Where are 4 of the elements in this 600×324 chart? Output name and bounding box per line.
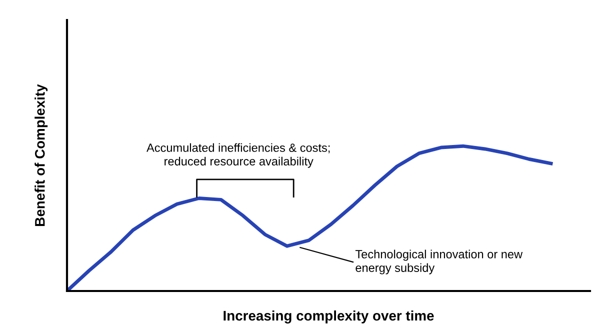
x-axis-title: Increasing complexity over time: [224, 310, 434, 324]
annotation: Accumulated inefficiencies & costs; reduced resource availability: [146, 143, 330, 168]
annotation: Technological innovation or new energy subsidy: [355, 250, 523, 274]
y-axis-title: Benefit of Complexity: [34, 84, 48, 226]
